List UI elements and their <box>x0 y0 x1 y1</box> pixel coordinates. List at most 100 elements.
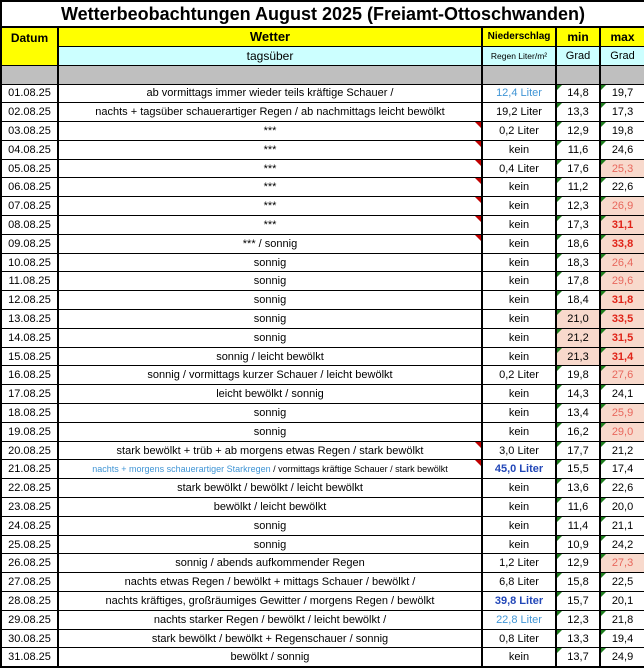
rain-cell[interactable]: 39,8 Liter <box>481 591 557 611</box>
min-temp-cell[interactable]: 17,3 <box>555 215 601 235</box>
max-temp-cell[interactable]: 31,1 <box>598 215 644 235</box>
max-temp-cell[interactable]: 25,3 <box>598 158 644 179</box>
weather-cell[interactable]: nachts starker Regen / bewölkt / leicht … <box>57 609 483 630</box>
rain-cell[interactable]: kein <box>481 534 557 555</box>
max-temp-cell[interactable]: 17,3 <box>598 102 644 123</box>
min-temp-cell[interactable]: 15,5 <box>555 459 601 480</box>
rain-cell[interactable]: kein <box>481 177 557 198</box>
max-temp-cell[interactable]: 26,4 <box>598 252 644 273</box>
min-temp-cell[interactable]: 19,8 <box>555 365 601 386</box>
weather-cell[interactable]: bewölkt / leicht bewölkt <box>57 497 483 517</box>
rain-cell[interactable]: 6,8 Liter <box>481 572 557 593</box>
date-cell[interactable]: 15.08.25 <box>0 346 59 367</box>
min-temp-cell[interactable]: 15,8 <box>555 572 601 593</box>
min-temp-cell[interactable]: 11,6 <box>555 139 601 160</box>
min-temp-cell[interactable]: 17,7 <box>555 440 601 461</box>
max-temp-cell[interactable]: 24,6 <box>598 139 644 160</box>
max-temp-cell[interactable]: 21,8 <box>598 609 644 630</box>
date-cell[interactable]: 07.08.25 <box>0 196 59 217</box>
min-temp-cell[interactable]: 13,7 <box>555 647 601 668</box>
max-temp-cell[interactable]: 24,2 <box>598 534 644 555</box>
max-temp-cell[interactable]: 26,9 <box>598 196 644 217</box>
rain-cell[interactable]: 22,8 Liter <box>481 609 557 630</box>
min-temp-cell[interactable]: 18,6 <box>555 233 601 254</box>
min-temp-cell[interactable]: 21,0 <box>555 309 601 329</box>
weather-cell[interactable]: sonnig / leicht bewölkt <box>57 346 483 367</box>
max-temp-cell[interactable]: 31,5 <box>598 327 644 348</box>
weather-cell[interactable]: sonnig <box>57 309 483 329</box>
date-cell[interactable]: 19.08.25 <box>0 421 59 442</box>
weather-cell[interactable]: *** / sonnig <box>57 233 483 254</box>
date-cell[interactable]: 05.08.25 <box>0 158 59 179</box>
min-temp-cell[interactable]: 18,4 <box>555 290 601 311</box>
rain-cell[interactable]: kein <box>481 346 557 367</box>
rain-cell[interactable]: kein <box>481 403 557 423</box>
min-temp-cell[interactable]: 13,3 <box>555 628 601 649</box>
max-temp-cell[interactable]: 29,6 <box>598 271 644 292</box>
weather-cell[interactable]: *** <box>57 215 483 235</box>
max-temp-cell[interactable]: 25,9 <box>598 403 644 423</box>
date-cell[interactable]: 09.08.25 <box>0 233 59 254</box>
min-temp-cell[interactable]: 10,9 <box>555 534 601 555</box>
rain-cell[interactable]: kein <box>481 196 557 217</box>
date-cell[interactable]: 04.08.25 <box>0 139 59 160</box>
min-temp-cell[interactable]: 14,3 <box>555 384 601 405</box>
max-temp-cell[interactable]: 33,8 <box>598 233 644 254</box>
rain-cell[interactable]: kein <box>481 309 557 329</box>
rain-cell[interactable]: kein <box>481 290 557 311</box>
min-temp-cell[interactable]: 13,3 <box>555 102 601 123</box>
max-temp-cell[interactable]: 17,4 <box>598 459 644 480</box>
min-temp-cell[interactable]: 12,3 <box>555 196 601 217</box>
max-temp-cell[interactable]: 31,8 <box>598 290 644 311</box>
max-temp-cell[interactable]: 20,0 <box>598 497 644 517</box>
date-cell[interactable]: 02.08.25 <box>0 102 59 123</box>
min-temp-cell[interactable]: 14,8 <box>555 83 601 104</box>
min-temp-cell[interactable]: 15,7 <box>555 591 601 611</box>
min-temp-cell[interactable]: 11,4 <box>555 515 601 536</box>
rain-cell[interactable]: kein <box>481 233 557 254</box>
rain-cell[interactable]: 19,2 Liter <box>481 102 557 123</box>
min-temp-cell[interactable]: 12,9 <box>555 553 601 574</box>
date-cell[interactable]: 24.08.25 <box>0 515 59 536</box>
min-temp-cell[interactable]: 17,6 <box>555 158 601 179</box>
weather-cell[interactable]: bewölkt / sonnig <box>57 647 483 668</box>
date-cell[interactable]: 25.08.25 <box>0 534 59 555</box>
date-cell[interactable]: 22.08.25 <box>0 478 59 499</box>
date-cell[interactable]: 08.08.25 <box>0 215 59 235</box>
rain-cell[interactable]: kein <box>481 478 557 499</box>
max-temp-cell[interactable]: 19,8 <box>598 121 644 141</box>
weather-cell[interactable]: sonnig <box>57 327 483 348</box>
min-temp-cell[interactable]: 18,3 <box>555 252 601 273</box>
rain-cell[interactable]: 0,8 Liter <box>481 628 557 649</box>
weather-cell[interactable]: *** <box>57 196 483 217</box>
weather-cell[interactable]: *** <box>57 158 483 179</box>
max-temp-cell[interactable]: 19,7 <box>598 83 644 104</box>
max-temp-cell[interactable]: 24,1 <box>598 384 644 405</box>
weather-cell[interactable]: stark bewölkt / bewölkt / leicht bewölkt <box>57 478 483 499</box>
date-cell[interactable]: 21.08.25 <box>0 459 59 480</box>
max-temp-cell[interactable]: 22,6 <box>598 478 644 499</box>
rain-cell[interactable]: kein <box>481 139 557 160</box>
date-cell[interactable]: 31.08.25 <box>0 647 59 668</box>
rain-cell[interactable]: 45,0 Liter <box>481 459 557 480</box>
date-cell[interactable]: 26.08.25 <box>0 553 59 574</box>
rain-cell[interactable]: 0,2 Liter <box>481 121 557 141</box>
max-temp-cell[interactable]: 29,0 <box>598 421 644 442</box>
rain-cell[interactable]: 0,4 Liter <box>481 158 557 179</box>
weather-cell[interactable]: sonnig <box>57 421 483 442</box>
date-cell[interactable]: 17.08.25 <box>0 384 59 405</box>
date-cell[interactable]: 29.08.25 <box>0 609 59 630</box>
date-cell[interactable]: 27.08.25 <box>0 572 59 593</box>
rain-cell[interactable]: kein <box>481 421 557 442</box>
weather-cell[interactable]: leicht bewölkt / sonnig <box>57 384 483 405</box>
weather-cell[interactable]: nachts kräftiges, großräumiges Gewitter … <box>57 591 483 611</box>
date-cell[interactable]: 11.08.25 <box>0 271 59 292</box>
date-cell[interactable]: 30.08.25 <box>0 628 59 649</box>
min-temp-cell[interactable]: 11,2 <box>555 177 601 198</box>
rain-cell[interactable]: kein <box>481 327 557 348</box>
date-cell[interactable]: 12.08.25 <box>0 290 59 311</box>
date-cell[interactable]: 03.08.25 <box>0 121 59 141</box>
weather-cell[interactable]: sonnig <box>57 515 483 536</box>
weather-cell[interactable]: sonnig / vormittags kurzer Schauer / lei… <box>57 365 483 386</box>
rain-cell[interactable]: kein <box>481 515 557 536</box>
